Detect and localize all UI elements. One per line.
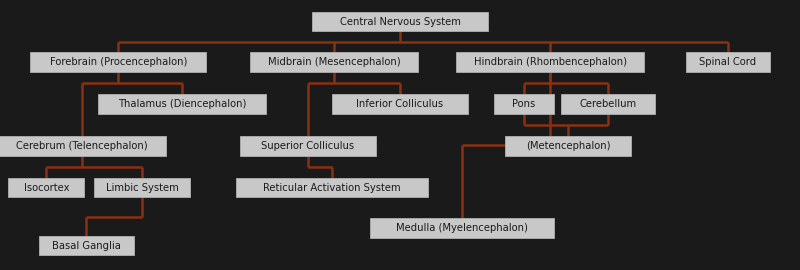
Text: Midbrain (Mesencephalon): Midbrain (Mesencephalon) — [268, 57, 401, 67]
Text: Isocortex: Isocortex — [24, 183, 69, 193]
FancyBboxPatch shape — [39, 236, 134, 255]
Text: Pons: Pons — [512, 99, 536, 109]
FancyBboxPatch shape — [561, 94, 655, 114]
Text: Hindbrain (Rhombencephalon): Hindbrain (Rhombencephalon) — [474, 57, 627, 67]
Text: Inferior Colliculus: Inferior Colliculus — [357, 99, 443, 109]
Text: Thalamus (Diencephalon): Thalamus (Diencephalon) — [118, 99, 246, 109]
FancyBboxPatch shape — [240, 136, 376, 156]
Text: (Metencephalon): (Metencephalon) — [526, 141, 610, 151]
Text: Forebrain (Procencephalon): Forebrain (Procencephalon) — [50, 57, 187, 67]
FancyBboxPatch shape — [30, 52, 206, 72]
FancyBboxPatch shape — [312, 12, 488, 31]
FancyBboxPatch shape — [250, 52, 418, 72]
Text: Basal Ganglia: Basal Ganglia — [52, 241, 121, 251]
FancyBboxPatch shape — [505, 136, 631, 156]
Text: Limbic System: Limbic System — [106, 183, 178, 193]
Text: Cerebrum (Telencephalon): Cerebrum (Telencephalon) — [16, 141, 147, 151]
FancyBboxPatch shape — [0, 136, 166, 156]
Text: Central Nervous System: Central Nervous System — [339, 16, 461, 27]
FancyBboxPatch shape — [370, 218, 554, 238]
FancyBboxPatch shape — [456, 52, 645, 72]
FancyBboxPatch shape — [98, 94, 266, 114]
Text: Cerebellum: Cerebellum — [579, 99, 637, 109]
FancyBboxPatch shape — [494, 94, 554, 114]
Text: Medulla (Myelencephalon): Medulla (Myelencephalon) — [397, 223, 528, 233]
FancyBboxPatch shape — [686, 52, 770, 72]
Text: Superior Colliculus: Superior Colliculus — [262, 141, 354, 151]
Text: Spinal Cord: Spinal Cord — [699, 57, 757, 67]
FancyBboxPatch shape — [94, 178, 190, 197]
Text: Reticular Activation System: Reticular Activation System — [263, 183, 401, 193]
FancyBboxPatch shape — [236, 178, 428, 197]
FancyBboxPatch shape — [332, 94, 468, 114]
FancyBboxPatch shape — [9, 178, 85, 197]
